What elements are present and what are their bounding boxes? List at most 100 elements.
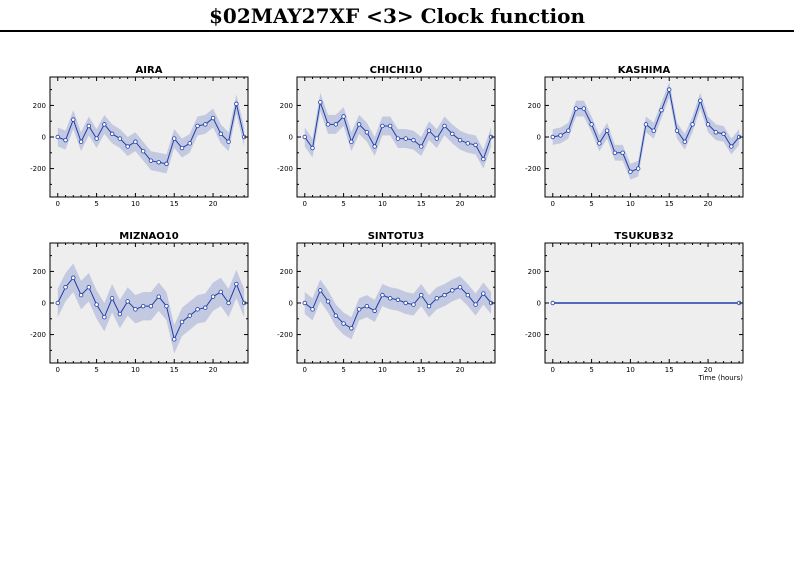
x-tick-label: 15 <box>170 366 179 374</box>
data-point <box>318 100 323 105</box>
data-point <box>78 139 84 144</box>
y-tick-label: 0 <box>537 300 541 308</box>
x-tick-label: 0 <box>303 200 307 208</box>
x-tick-label: 0 <box>551 200 555 208</box>
data-point <box>117 311 123 317</box>
panel-title: MIZNAO10 <box>119 231 178 242</box>
uncertainty-band <box>304 92 492 169</box>
chart-panel-aira: AIRA -200 0 200 0 5 10 15 20 <box>30 65 249 208</box>
x-tick-label: 5 <box>589 366 593 374</box>
x-tick-label: 10 <box>626 366 635 374</box>
data-point <box>203 122 208 127</box>
data-point <box>457 137 463 143</box>
data-point <box>133 307 138 312</box>
data-point <box>325 122 331 127</box>
data-point <box>372 144 377 149</box>
data-point <box>148 158 154 163</box>
data-point <box>179 319 185 325</box>
data-point <box>117 136 123 141</box>
data-point <box>302 134 307 140</box>
data-point <box>94 302 99 307</box>
data-point <box>473 302 478 307</box>
x-tick-label: 15 <box>170 200 179 208</box>
data-point <box>78 292 84 298</box>
y-tick-label: -200 <box>277 331 293 339</box>
data-point <box>403 136 408 141</box>
chart-panel-sintotu3: SINTOTU3 -200 0 200 0 5 10 15 20 <box>277 231 496 374</box>
x-tick-label: 5 <box>94 366 98 374</box>
data-point <box>442 292 447 298</box>
data-point <box>450 288 455 293</box>
data-point <box>86 285 92 290</box>
data-point <box>729 144 734 149</box>
data-point <box>387 296 393 301</box>
data-point <box>682 139 687 144</box>
data-point <box>102 315 107 320</box>
data-point <box>140 303 146 309</box>
y-tick-label: 200 <box>33 268 46 276</box>
data-point <box>481 291 486 296</box>
data-point <box>395 136 401 141</box>
y-tick-label: 200 <box>280 102 293 110</box>
x-tick-label: 20 <box>209 366 218 374</box>
data-point <box>473 142 478 148</box>
y-tick-label: -200 <box>30 331 46 339</box>
data-point <box>318 288 323 293</box>
y-tick-label: 200 <box>528 268 541 276</box>
panel-title: CHICHI10 <box>370 65 423 76</box>
data-point <box>419 144 424 149</box>
x-tick-label: 10 <box>131 200 140 208</box>
data-point <box>573 106 579 111</box>
data-point <box>226 139 231 144</box>
data-point <box>333 122 339 127</box>
data-point <box>651 128 656 133</box>
data-point <box>419 292 424 298</box>
data-point <box>310 145 315 151</box>
panel-title: AIRA <box>136 65 163 76</box>
data-point <box>164 303 169 309</box>
data-point <box>465 141 471 146</box>
data-point <box>426 128 432 133</box>
x-tick-label: 20 <box>704 200 713 208</box>
y-tick-label: 200 <box>280 268 293 276</box>
data-point <box>341 321 346 326</box>
data-point <box>102 122 107 127</box>
data-point <box>705 122 711 127</box>
x-tick-label: 15 <box>417 366 426 374</box>
data-point <box>635 166 641 171</box>
data-point <box>195 123 200 129</box>
data-point <box>86 123 92 129</box>
data-point <box>550 134 555 140</box>
data-point <box>218 131 224 137</box>
data-point <box>713 130 719 135</box>
data-point <box>195 307 200 312</box>
y-tick-label: -200 <box>525 331 541 339</box>
data-point <box>450 131 455 137</box>
data-point <box>659 107 664 113</box>
data-point <box>187 141 192 146</box>
data-point <box>597 141 602 146</box>
chart-panel-miznao10: MIZNAO10 -200 0 200 0 5 10 15 20 <box>30 231 249 374</box>
data-point <box>349 139 354 144</box>
x-tick-label: 5 <box>341 366 345 374</box>
data-point <box>380 292 385 298</box>
data-point <box>698 98 703 103</box>
data-point <box>179 145 185 151</box>
data-point <box>156 160 161 165</box>
x-tick-label: 0 <box>551 366 555 374</box>
data-point <box>581 106 587 111</box>
data-point <box>364 303 370 309</box>
panel-title: KASHIMA <box>618 65 671 76</box>
data-point <box>218 289 224 295</box>
data-point <box>426 303 432 309</box>
data-point <box>612 150 618 155</box>
x-tick-label: 10 <box>626 200 635 208</box>
data-point <box>226 300 231 306</box>
data-point <box>310 307 315 312</box>
data-point <box>125 144 130 149</box>
data-point <box>140 149 146 154</box>
x-tick-label: 5 <box>589 200 593 208</box>
data-point <box>63 285 68 290</box>
x-tick-label: 15 <box>417 200 426 208</box>
